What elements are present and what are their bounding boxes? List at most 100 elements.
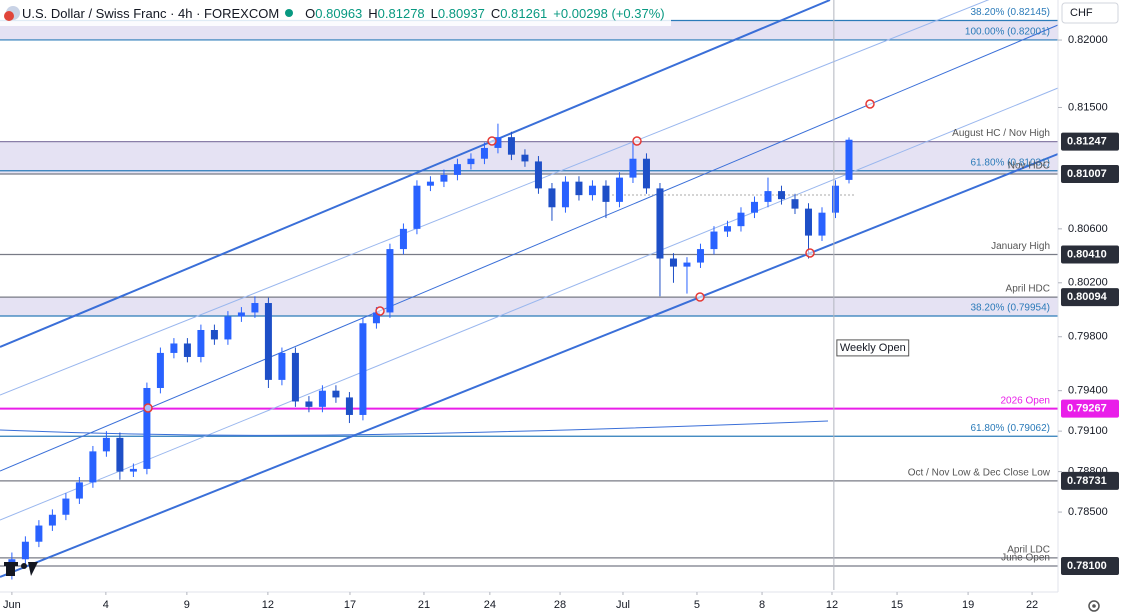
candle-body	[507, 137, 515, 155]
y-tick-label: 0.79400	[1068, 385, 1108, 397]
candle-body	[197, 329, 205, 357]
y-tick-label: 0.80600	[1068, 223, 1108, 235]
price-box-label: 0.78731	[1067, 475, 1107, 487]
x-tick-label: 8	[759, 599, 765, 611]
y-tick-label: 0.81500	[1068, 101, 1108, 113]
price-box	[1061, 132, 1119, 151]
symbol-icon	[4, 6, 20, 21]
x-tick-label: 12	[262, 599, 274, 611]
price-box-label: 0.78100	[1067, 560, 1107, 572]
candle-body	[710, 231, 718, 250]
quote-value: 0.80963	[315, 5, 363, 21]
x-tick-label: 4	[103, 599, 109, 611]
candle-body	[89, 451, 97, 483]
candle-body	[818, 212, 826, 236]
y-tick-label: 0.78500	[1068, 506, 1108, 518]
x-tick-label: Jul	[616, 599, 630, 611]
candle-body	[62, 498, 70, 515]
price-box-label: 0.80410	[1067, 248, 1107, 260]
candle-body	[548, 188, 556, 208]
quote-value: 0.81278	[377, 5, 425, 21]
currency-box[interactable]	[1061, 2, 1119, 24]
x-tick-label: 28	[554, 599, 566, 611]
candle-body	[143, 387, 151, 469]
quote-key: L	[430, 5, 438, 21]
level-label: Oct / Nov Low & Dec Close Low	[908, 468, 1051, 479]
x-tick-label: 15	[891, 599, 903, 611]
price-box	[1061, 288, 1119, 307]
candle-body	[170, 343, 178, 353]
x-tick-label: Jun	[3, 599, 21, 611]
candle-body	[102, 437, 110, 452]
weekly-open-box	[836, 339, 910, 357]
candle-body	[669, 258, 677, 267]
candle-body	[534, 161, 542, 189]
y-tick-label: 0.79800	[1068, 331, 1108, 343]
quote-value: 0.81261	[500, 5, 548, 21]
candle-body	[602, 185, 610, 202]
level-zone	[0, 297, 1058, 316]
candle-body	[723, 226, 731, 232]
symbol-title: U.S. Dollar / Swiss Franc · 4h · FOREXCO…	[22, 5, 280, 21]
candle-body	[399, 228, 407, 250]
level-label: June Open	[1001, 553, 1050, 564]
price-box-label: 0.80094	[1067, 291, 1108, 303]
level-zone	[0, 141, 1058, 174]
level-label: 61.80% (0.79062)	[970, 423, 1050, 434]
candle-body	[467, 158, 475, 165]
candle-body	[21, 541, 29, 560]
pivot-markers	[143, 99, 875, 413]
quote-key: O	[305, 5, 316, 21]
level-label: 38.20% (0.79954)	[970, 303, 1050, 314]
y-tick-label: 0.82000	[1068, 34, 1108, 46]
x-tick-label: 5	[694, 599, 700, 611]
candle-body	[831, 185, 839, 213]
level-label: 38.20% (0.82145)	[970, 7, 1050, 18]
level-label: April HDC	[1006, 284, 1050, 295]
candle-body	[764, 191, 772, 202]
candle-body	[561, 181, 569, 208]
price-box-label: 0.81007	[1067, 168, 1107, 180]
price-box	[1061, 245, 1119, 264]
price-box	[1061, 164, 1119, 183]
channel	[0, 0, 1059, 578]
quote-key: H	[368, 5, 378, 21]
candle-body	[305, 401, 313, 407]
price-axis	[1058, 0, 1122, 615]
level-label: 2026 Open	[1001, 395, 1051, 406]
candle-body	[480, 147, 488, 159]
candle-body	[642, 158, 650, 189]
x-tick-label: 9	[184, 599, 190, 611]
candle-body	[35, 525, 43, 542]
x-tick-label: 24	[484, 599, 496, 611]
candle-body	[791, 199, 799, 209]
candle-body	[210, 329, 218, 340]
candle-body	[372, 312, 380, 324]
level-label: 100.00% (0.82001)	[965, 27, 1050, 38]
quote-change: +0.00298 (+0.37%)	[553, 5, 665, 21]
candle-body	[75, 482, 83, 499]
candle-body	[386, 249, 394, 313]
weekly-open-label: Weekly Open	[840, 342, 906, 354]
candle-body	[318, 390, 326, 407]
time-axis	[0, 592, 1058, 615]
y-tick-label: 0.79100	[1068, 425, 1108, 437]
candle-body	[453, 164, 461, 175]
candle-body	[494, 137, 502, 148]
status-dot	[285, 9, 294, 17]
level-label: August HC / Nov High	[952, 128, 1050, 139]
settings-icon[interactable]	[1088, 600, 1100, 612]
candle-body	[224, 316, 232, 340]
currency: CHF	[1070, 7, 1093, 19]
level-label: 61.80% (0.81031)	[970, 157, 1050, 168]
candle-body	[521, 154, 529, 162]
x-tick-label: 21	[418, 599, 430, 611]
x-tick-label: 12	[826, 599, 838, 611]
candle-body	[575, 181, 583, 196]
candle-body	[426, 181, 434, 186]
candle-body	[440, 174, 448, 182]
quote-key: C	[490, 5, 501, 21]
y-tick-label: 0.80200	[1068, 277, 1108, 289]
level-label: Nov HDC	[1008, 161, 1050, 172]
